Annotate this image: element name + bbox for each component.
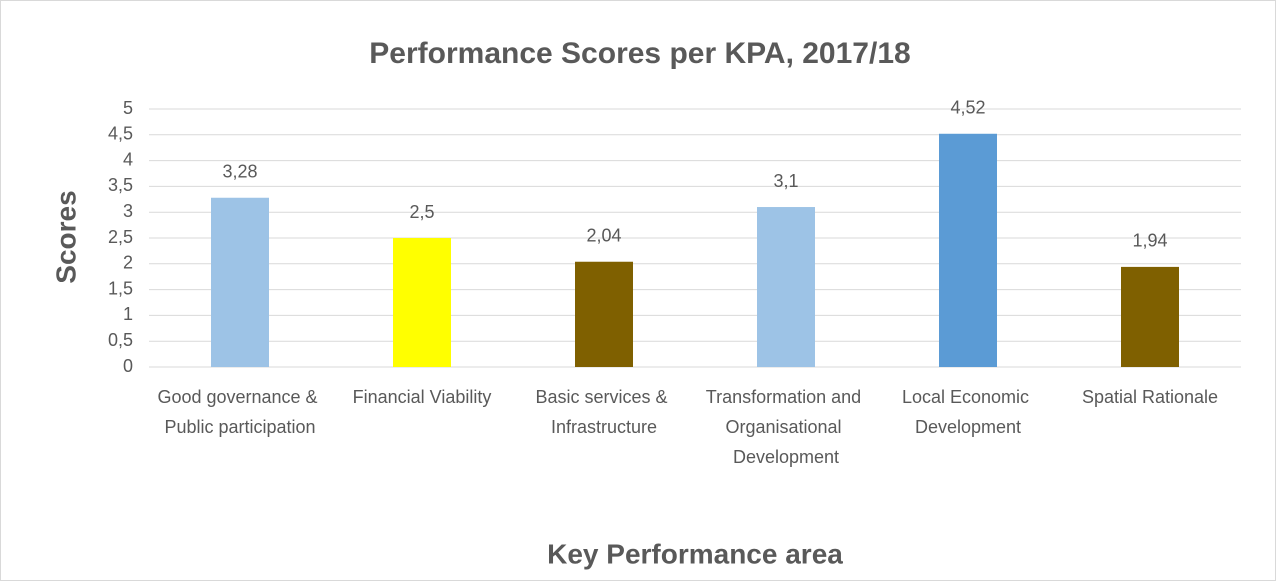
x-tick-label: Spatial Rationale [1082,387,1218,407]
y-tick-label: 0 [123,356,133,376]
bar [757,207,815,367]
data-label: 1,94 [1132,231,1167,251]
data-label: 2,04 [586,225,621,245]
data-label: 4,52 [950,98,985,118]
y-tick-label: 2,5 [108,227,133,247]
data-label: 2,5 [409,202,434,222]
y-tick-label: 5 [123,98,133,118]
x-tick-label: Basic services & Infrastructure [535,387,672,437]
y-tick-label: 1,5 [108,278,133,298]
bar [1121,266,1179,367]
data-label: 3,1 [773,171,798,191]
y-tick-label: 4,5 [108,124,133,144]
y-tick-label: 4 [123,149,133,169]
y-tick-label: 0,5 [108,330,133,350]
y-tick-label: 1 [123,304,133,324]
y-tick-label: 2 [123,253,133,273]
chart-title: Performance Scores per KPA, 2017/18 [369,37,910,70]
x-tick-label: Local Economic Development [902,387,1034,437]
y-tick-label: 3,5 [108,175,133,195]
bar [939,133,997,367]
y-axis-title: Scores [50,190,81,283]
x-tick-label: Financial Viability [353,387,492,407]
data-label: 3,28 [222,162,257,182]
y-tick-label: 3 [123,201,133,221]
x-axis-title: Key Performance area [547,538,843,569]
x-tick-label: Transformation and Organisational Develo… [706,387,866,467]
bar [575,261,633,367]
bar [211,197,269,367]
bar [393,238,451,367]
x-tick-label: Good governance & Public participation [157,387,322,437]
